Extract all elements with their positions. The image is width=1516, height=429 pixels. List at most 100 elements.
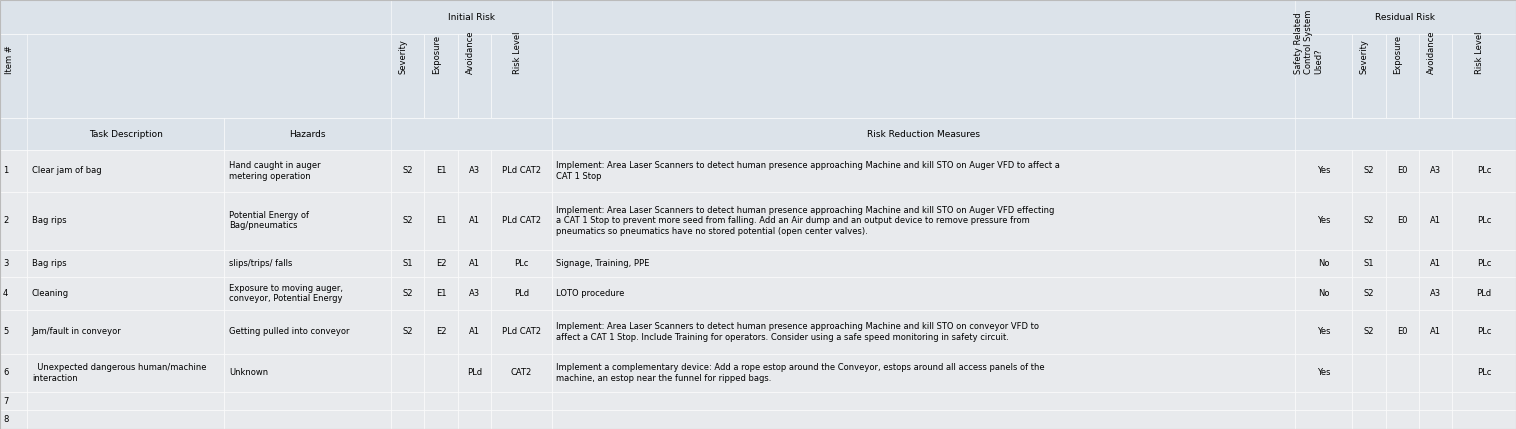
Text: Jam/fault in conveyor: Jam/fault in conveyor	[32, 327, 121, 336]
Bar	[1295, 277, 1352, 310]
Text: S1: S1	[403, 259, 412, 268]
Text: A1: A1	[468, 327, 481, 336]
Bar	[552, 411, 1295, 429]
Bar	[1386, 310, 1419, 354]
Bar	[224, 250, 391, 277]
Bar	[1352, 250, 1386, 277]
Text: 3: 3	[3, 259, 9, 268]
Text: S2: S2	[403, 289, 412, 298]
Bar	[224, 310, 391, 354]
Text: Implement a complementary device: Add a rope estop around the Conveyor, estops a: Implement a complementary device: Add a …	[556, 363, 1045, 383]
Text: No: No	[1317, 289, 1330, 298]
Text: Hand caught in auger
metering operation: Hand caught in auger metering operation	[229, 161, 320, 181]
Text: LOTO procedure: LOTO procedure	[556, 289, 625, 298]
Bar	[552, 354, 1295, 392]
Bar	[0, 34, 27, 118]
Text: CAT2: CAT2	[511, 369, 532, 378]
Bar	[1452, 392, 1516, 411]
Text: S2: S2	[1364, 166, 1373, 175]
Text: E0: E0	[1398, 216, 1407, 225]
Text: Implement: Area Laser Scanners to detect human presence approaching Machine and : Implement: Area Laser Scanners to detect…	[556, 206, 1055, 236]
Bar	[1419, 34, 1452, 118]
Bar	[1295, 411, 1352, 429]
Text: Exposure: Exposure	[1393, 34, 1402, 73]
Text: Safety Related
Control System
Used?: Safety Related Control System Used?	[1293, 9, 1323, 73]
Bar	[424, 150, 458, 192]
Bar	[1452, 411, 1516, 429]
Text: Yes: Yes	[1317, 166, 1330, 175]
Text: Task Description: Task Description	[89, 130, 162, 139]
Bar	[1295, 250, 1352, 277]
Text: PLd CAT2: PLd CAT2	[502, 216, 541, 225]
Bar	[1352, 277, 1386, 310]
Text: PLd: PLd	[1477, 289, 1492, 298]
Bar	[0, 392, 27, 411]
Bar	[0, 192, 27, 250]
Text: Unexpected dangerous human/machine
interaction: Unexpected dangerous human/machine inter…	[32, 363, 206, 383]
Text: Bag rips: Bag rips	[32, 259, 67, 268]
Bar	[491, 250, 552, 277]
Text: E0: E0	[1398, 166, 1407, 175]
Bar	[1419, 150, 1452, 192]
Bar	[1352, 34, 1386, 118]
Bar	[424, 192, 458, 250]
Text: No: No	[1317, 259, 1330, 268]
Text: S1: S1	[1364, 259, 1373, 268]
Text: 7: 7	[3, 397, 9, 406]
Bar	[458, 192, 491, 250]
Text: slips/trips/ falls: slips/trips/ falls	[229, 259, 293, 268]
Bar	[1295, 34, 1352, 118]
Text: PLc: PLc	[1477, 166, 1492, 175]
Bar	[424, 411, 458, 429]
Text: PLc: PLc	[514, 259, 529, 268]
Bar	[552, 392, 1295, 411]
Bar	[552, 150, 1295, 192]
Text: A3: A3	[468, 166, 481, 175]
Text: A3: A3	[1430, 166, 1442, 175]
Text: Risk Level: Risk Level	[1475, 31, 1484, 73]
Text: E2: E2	[437, 259, 446, 268]
Bar	[224, 192, 391, 250]
Text: PLd: PLd	[514, 289, 529, 298]
Bar	[1386, 411, 1419, 429]
Bar	[1295, 192, 1352, 250]
Text: A3: A3	[1430, 289, 1442, 298]
Text: Potential Energy of
Bag/pneumatics: Potential Energy of Bag/pneumatics	[229, 211, 309, 230]
Text: A3: A3	[468, 289, 481, 298]
Text: A1: A1	[468, 216, 481, 225]
Text: E1: E1	[437, 216, 446, 225]
Bar	[224, 277, 391, 310]
Bar	[491, 310, 552, 354]
Bar	[458, 354, 491, 392]
Bar	[458, 411, 491, 429]
Bar	[27, 250, 224, 277]
Text: PLc: PLc	[1477, 259, 1492, 268]
Text: S2: S2	[1364, 327, 1373, 336]
Bar	[0, 34, 1516, 118]
Bar	[458, 250, 491, 277]
Text: Initial Risk: Initial Risk	[447, 13, 496, 21]
Text: S2: S2	[403, 166, 412, 175]
Bar	[491, 34, 552, 118]
Bar	[391, 250, 424, 277]
Text: A1: A1	[1430, 259, 1442, 268]
Bar	[27, 192, 224, 250]
Text: A1: A1	[468, 259, 481, 268]
Text: PLc: PLc	[1477, 369, 1492, 378]
Text: PLd CAT2: PLd CAT2	[502, 327, 541, 336]
Text: Clear jam of bag: Clear jam of bag	[32, 166, 102, 175]
Bar	[27, 150, 224, 192]
Bar	[1419, 250, 1452, 277]
Text: Implement: Area Laser Scanners to detect human presence approaching Machine and : Implement: Area Laser Scanners to detect…	[556, 322, 1040, 341]
Bar	[391, 277, 424, 310]
Bar	[424, 392, 458, 411]
Bar	[0, 0, 1516, 34]
Bar	[0, 118, 1516, 150]
Text: Implement: Area Laser Scanners to detect human presence approaching Machine and : Implement: Area Laser Scanners to detect…	[556, 161, 1060, 181]
Bar	[458, 392, 491, 411]
Bar	[27, 310, 224, 354]
Bar	[552, 118, 1295, 150]
Bar	[458, 277, 491, 310]
Bar	[424, 277, 458, 310]
Bar	[1295, 392, 1352, 411]
